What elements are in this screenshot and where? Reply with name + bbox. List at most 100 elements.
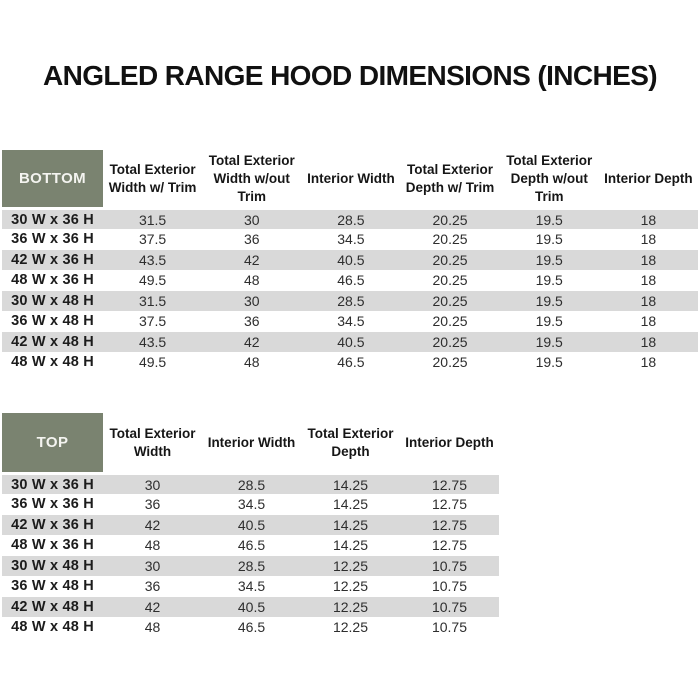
dimension-value: 20.25 bbox=[432, 231, 468, 248]
dimension-value: 12.75 bbox=[431, 496, 468, 513]
table-row: 30 W x 36 H 30 28.5 14.25 12.75 bbox=[2, 473, 499, 494]
dimension-value: 18 bbox=[640, 354, 657, 371]
dimension-value: 42 bbox=[202, 249, 302, 270]
dimension-value: 14.25 bbox=[332, 496, 369, 513]
dimension-value: 28.5 bbox=[301, 290, 401, 311]
table-row: 42 W x 48 H 42 40.5 12.25 10.75 bbox=[2, 596, 499, 617]
dimension-value: 20.25 bbox=[400, 331, 500, 352]
size-row-label: 48 W x 48 H bbox=[11, 354, 94, 371]
dimension-value: 36 bbox=[243, 231, 260, 248]
size-row-label: 42 W x 36 H bbox=[2, 249, 103, 270]
dimension-value: 48 bbox=[144, 537, 161, 554]
dimension-value: 34.5 bbox=[337, 313, 365, 330]
dimension-value: 40.5 bbox=[202, 596, 301, 617]
dimension-value: 19.5 bbox=[499, 208, 599, 229]
dimension-value: 19.5 bbox=[535, 313, 563, 330]
dimension-value: 48 bbox=[144, 619, 161, 636]
dimension-value: 42 bbox=[103, 514, 202, 535]
column-header: Total Exterior Width w/ Trim bbox=[103, 150, 203, 210]
dimension-value: 10.75 bbox=[431, 578, 468, 595]
size-row-label: 30 W x 48 H bbox=[2, 290, 103, 311]
size-row-label: 36 W x 48 H bbox=[11, 578, 94, 595]
dimension-value: 12.25 bbox=[332, 578, 369, 595]
dimension-value: 36 bbox=[144, 578, 161, 595]
column-header: Interior Depth bbox=[598, 150, 698, 210]
bottom-table-title: BOTTOM bbox=[2, 150, 103, 210]
dimension-value: 18 bbox=[640, 231, 657, 248]
dimension-value: 10.75 bbox=[431, 619, 468, 636]
column-header: Interior Depth bbox=[400, 413, 499, 475]
dimension-value: 18 bbox=[598, 331, 698, 352]
dimension-value: 12.25 bbox=[332, 619, 369, 636]
dimension-value: 36 bbox=[144, 496, 161, 513]
column-header: Total Exterior Width bbox=[103, 413, 202, 475]
dimension-value: 12.75 bbox=[400, 514, 499, 535]
dimension-value: 14.25 bbox=[301, 473, 400, 494]
top-dimensions-table: TOP Total Exterior Width Interior Width To… bbox=[2, 413, 499, 638]
table-row: 48 W x 36 H 48 46.5 14.25 12.75 bbox=[2, 535, 499, 556]
bottom-header-row: BOTTOM Total Exterior Width w/ Trim Total… bbox=[2, 150, 698, 210]
dimension-value: 40.5 bbox=[202, 514, 301, 535]
dimension-value: 28.5 bbox=[301, 208, 401, 229]
dimension-value: 48 bbox=[243, 272, 260, 289]
dimension-value: 10.75 bbox=[400, 555, 499, 576]
dimension-value: 18 bbox=[640, 313, 657, 330]
dimension-value: 49.5 bbox=[138, 272, 167, 289]
dimension-value: 34.5 bbox=[237, 578, 266, 595]
table-row: 36 W x 36 H 37.5 36 34.5 20.25 19.5 18 bbox=[2, 229, 698, 250]
column-header: Interior Width bbox=[301, 150, 401, 210]
dimension-value: 40.5 bbox=[301, 331, 401, 352]
dimension-value: 48 bbox=[243, 354, 260, 371]
size-row-label: 36 W x 36 H bbox=[11, 231, 94, 248]
dimension-value: 30 bbox=[202, 290, 302, 311]
dimension-value: 46.5 bbox=[237, 537, 266, 554]
dimension-value: 43.5 bbox=[103, 249, 203, 270]
table-row: 36 W x 36 H 36 34.5 14.25 12.75 bbox=[2, 494, 499, 515]
dimension-value: 12.25 bbox=[301, 555, 400, 576]
size-row-label: 36 W x 36 H bbox=[11, 496, 94, 513]
column-header: Total Exterior Depth w/out Trim bbox=[499, 150, 599, 210]
bottom-dimensions-table: BOTTOM Total Exterior Width w/ Trim Total… bbox=[2, 150, 698, 373]
dimension-value: 43.5 bbox=[103, 331, 203, 352]
column-header: Total Exterior Width w/out Trim bbox=[202, 150, 302, 210]
size-row-label: 48 W x 36 H bbox=[11, 537, 94, 554]
dimension-value: 28.5 bbox=[202, 555, 301, 576]
dimension-value: 20.25 bbox=[400, 208, 500, 229]
dimension-value: 14.25 bbox=[301, 514, 400, 535]
column-header: Interior Width bbox=[202, 413, 301, 475]
dimension-value: 18 bbox=[598, 290, 698, 311]
size-row-label: 36 W x 48 H bbox=[11, 313, 94, 330]
table-row: 42 W x 48 H 43.5 42 40.5 20.25 19.5 18 bbox=[2, 331, 698, 352]
dimension-value: 30 bbox=[103, 555, 202, 576]
dimension-value: 19.5 bbox=[499, 331, 599, 352]
dimension-value: 37.5 bbox=[138, 313, 167, 330]
dimension-value: 31.5 bbox=[103, 208, 203, 229]
dimension-value: 30 bbox=[202, 208, 302, 229]
dimension-value: 42 bbox=[202, 331, 302, 352]
table-row: 48 W x 48 H 48 46.5 12.25 10.75 bbox=[2, 617, 499, 638]
dimension-value: 10.75 bbox=[400, 596, 499, 617]
size-row-label: 42 W x 36 H bbox=[2, 514, 103, 535]
dimension-value: 18 bbox=[640, 272, 657, 289]
page-title: ANGLED RANGE HOOD DIMENSIONS (INCHES) bbox=[42, 60, 658, 91]
dimension-value: 20.25 bbox=[400, 290, 500, 311]
table-row: 48 W x 36 H 49.5 48 46.5 20.25 19.5 18 bbox=[2, 270, 698, 291]
dimension-value: 49.5 bbox=[138, 354, 167, 371]
size-row-label: 42 W x 48 H bbox=[2, 596, 103, 617]
dimension-value: 46.5 bbox=[337, 354, 365, 371]
dimension-value: 34.5 bbox=[237, 496, 266, 513]
dimension-value: 37.5 bbox=[138, 231, 167, 248]
dimension-value: 34.5 bbox=[337, 231, 365, 248]
dimension-value: 12.25 bbox=[301, 596, 400, 617]
size-row-label: 42 W x 48 H bbox=[2, 331, 103, 352]
dimension-value: 40.5 bbox=[301, 249, 401, 270]
dimension-value: 20.25 bbox=[400, 249, 500, 270]
top-header-row: TOP Total Exterior Width Interior Width To… bbox=[2, 413, 499, 475]
dimension-value: 19.5 bbox=[535, 354, 563, 371]
dimension-value: 46.5 bbox=[237, 619, 266, 636]
dimension-value: 20.25 bbox=[432, 313, 468, 330]
column-header: Total Exterior Depth w/ Trim bbox=[400, 150, 500, 210]
dimension-value: 36 bbox=[243, 313, 260, 330]
size-row-label: 48 W x 48 H bbox=[11, 619, 94, 636]
